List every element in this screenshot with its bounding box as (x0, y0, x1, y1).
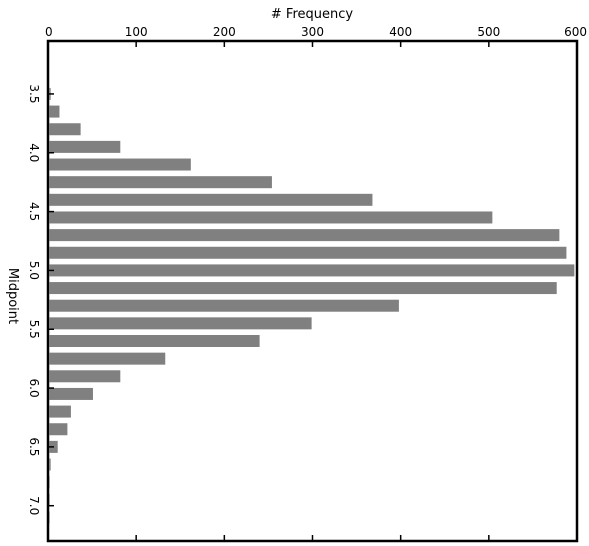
y-tick-label: 4.5 (27, 202, 41, 221)
y-tick-label: 7.0 (27, 496, 41, 515)
histogram-bar (49, 246, 567, 259)
histogram-bar (49, 282, 557, 295)
histogram-bar (49, 158, 191, 171)
histogram-bar (49, 423, 68, 436)
y-tick-label: 4.0 (27, 143, 41, 162)
y-tick-label: 5.0 (27, 261, 41, 280)
x-tick-label: 500 (477, 25, 500, 39)
y-axis-title: Midpoint (5, 268, 20, 324)
histogram-bar (49, 387, 93, 400)
histogram-bar (49, 193, 373, 206)
histogram-bar (49, 405, 71, 418)
y-tick-label: 6.5 (27, 437, 41, 456)
x-tick-label: 100 (125, 25, 148, 39)
x-tick-label: 600 (564, 25, 587, 39)
histogram-bar (49, 264, 575, 277)
histogram-bar (49, 176, 272, 189)
x-tick-label: 400 (389, 25, 412, 39)
x-tick-label: 300 (301, 25, 324, 39)
x-ticks: 0 100 200 300 400 500 600 (45, 25, 587, 541)
histogram-bar (49, 335, 260, 347)
histogram-bar (49, 317, 312, 330)
histogram-bar (49, 352, 166, 365)
histogram-bar (49, 229, 560, 242)
y-tick-label: 6.0 (27, 379, 41, 398)
histogram-bar (49, 211, 493, 224)
x-tick-label: 0 (45, 25, 53, 39)
y-tick-label: 3.5 (27, 84, 41, 103)
histogram-bar (49, 299, 399, 312)
histogram-bar (49, 458, 51, 471)
y-tick-label: 5.5 (27, 320, 41, 339)
x-axis-title: # Frequency (271, 7, 353, 22)
histogram-bar (49, 140, 121, 153)
y-ticks: 3.5 4.0 4.5 5.0 5.5 6.0 6.5 7.0 (27, 84, 54, 515)
histogram-bar (49, 105, 60, 118)
histogram-bar (49, 370, 121, 383)
bars-layer (49, 87, 575, 524)
x-tick-label: 200 (213, 25, 236, 39)
histogram-bar (49, 123, 81, 136)
